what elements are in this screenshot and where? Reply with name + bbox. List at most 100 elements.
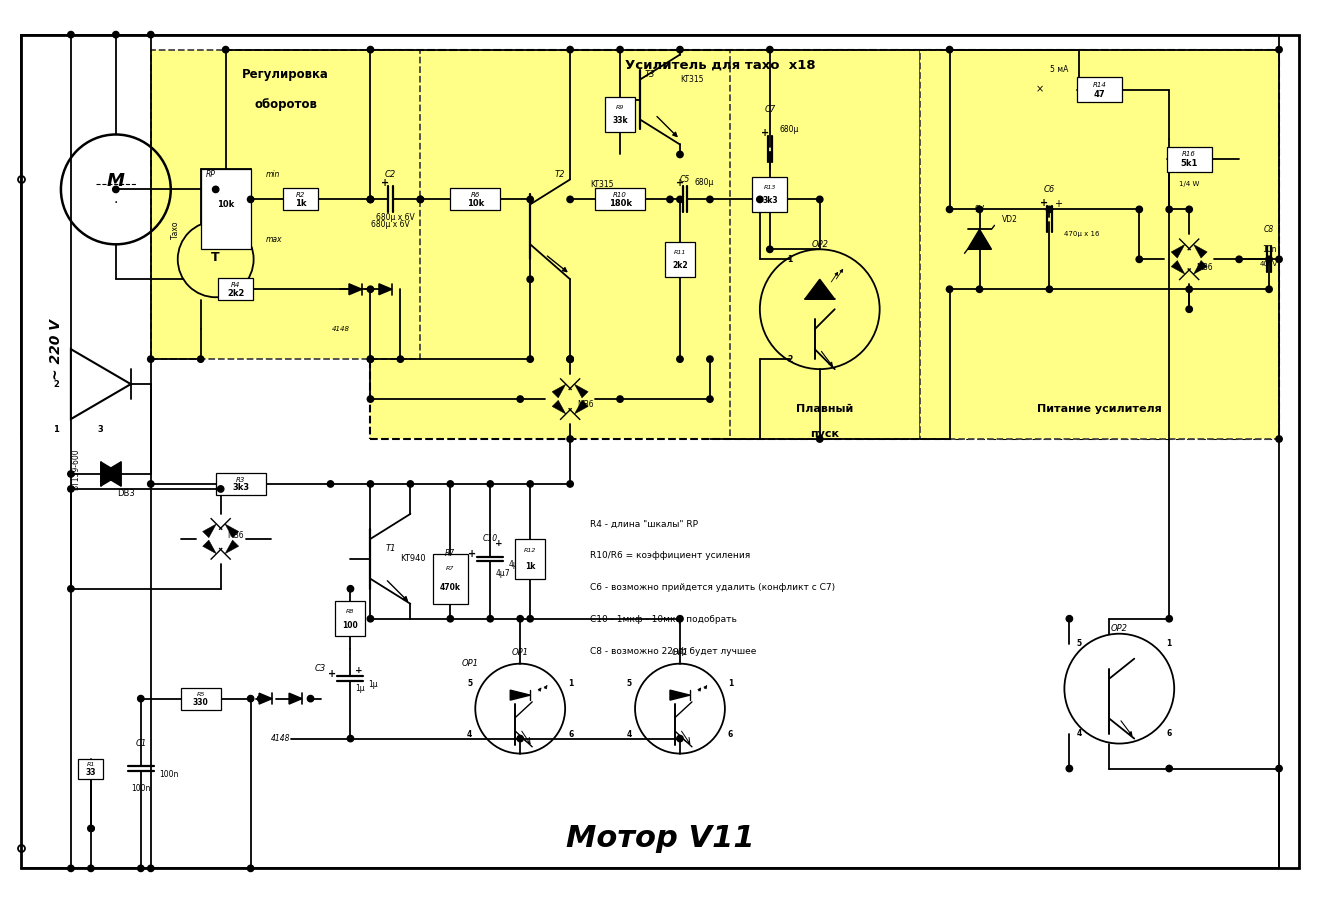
Text: оборотов: оборотов [255,98,317,111]
Text: R4 - длина "шкалы" RP: R4 - длина "шкалы" RP [590,519,698,528]
Circle shape [417,196,424,203]
Circle shape [198,356,203,363]
Circle shape [517,396,524,403]
Circle shape [568,356,573,363]
Text: KT315: KT315 [680,75,704,84]
Text: 180k: 180k [609,199,631,208]
Text: MB6: MB6 [1196,263,1213,272]
Text: +: + [381,178,389,188]
Text: 1/4 W: 1/4 W [1179,182,1200,187]
Text: 330: 330 [193,698,209,707]
Circle shape [1166,765,1172,772]
Text: 4: 4 [627,730,632,739]
FancyBboxPatch shape [433,554,467,604]
Polygon shape [348,284,362,295]
Text: 4148: 4148 [271,734,290,743]
Polygon shape [671,690,690,700]
Text: R14: R14 [1093,82,1106,87]
Circle shape [447,481,454,487]
Circle shape [767,246,774,253]
Text: 1: 1 [53,425,59,434]
Text: 470μ x 16: 470μ x 16 [1064,231,1100,237]
Text: 4: 4 [1077,729,1082,738]
Circle shape [1185,206,1192,213]
FancyBboxPatch shape [215,473,265,494]
Circle shape [487,481,494,487]
Circle shape [616,46,623,53]
Circle shape [527,196,533,203]
Text: T1: T1 [385,544,396,554]
Circle shape [677,356,684,363]
Polygon shape [968,229,991,249]
Circle shape [67,865,74,872]
Circle shape [148,32,154,38]
Text: Мотор V11: Мотор V11 [566,824,754,853]
FancyBboxPatch shape [665,242,694,276]
Text: 10n: 10n [1262,245,1276,254]
Polygon shape [552,400,566,414]
Circle shape [1185,306,1192,313]
Text: 1: 1 [787,255,792,264]
Text: +: + [355,666,363,675]
Text: С10 - 1мкф - 10мкф подобрать: С10 - 1мкф - 10мкф подобрать [590,615,737,624]
Circle shape [527,615,533,622]
Circle shape [517,615,524,622]
Circle shape [1047,286,1052,293]
Text: Усилитель для тахо  х18: Усилитель для тахо х18 [624,58,816,71]
Text: +: + [676,178,684,188]
Text: 470k: 470k [440,584,461,593]
Polygon shape [379,284,392,295]
Text: +: + [329,669,337,679]
Circle shape [367,196,374,203]
Circle shape [977,286,982,293]
Circle shape [367,615,374,622]
Circle shape [817,435,822,442]
Text: R12: R12 [524,548,536,554]
Circle shape [677,615,684,622]
FancyBboxPatch shape [450,188,500,210]
Circle shape [112,186,119,193]
Text: max: max [265,235,282,244]
Text: 1μ: 1μ [368,680,378,689]
Circle shape [148,865,154,872]
Text: R5: R5 [197,692,205,696]
Circle shape [677,46,684,53]
Text: R7: R7 [445,549,455,558]
Circle shape [677,735,684,742]
Text: BT139-600: BT139-600 [71,448,81,490]
Circle shape [67,485,74,492]
Text: R13: R13 [764,185,776,190]
Polygon shape [259,694,272,704]
FancyBboxPatch shape [150,50,420,359]
Circle shape [397,356,404,363]
Circle shape [817,196,822,203]
Circle shape [218,485,224,492]
Text: R7: R7 [446,566,454,572]
Circle shape [223,46,228,53]
Text: +: + [1055,199,1063,209]
Circle shape [1166,206,1172,213]
Polygon shape [289,694,302,704]
Text: 5k1: 5k1 [1180,159,1197,168]
Text: С6 - возможно прийдется удалить (конфликт с С7): С6 - возможно прийдется удалить (конфлик… [590,584,836,593]
Circle shape [568,481,573,487]
Circle shape [112,32,119,38]
Text: 3k3: 3k3 [232,484,249,493]
Circle shape [447,615,454,622]
Text: 680μ x 6V: 680μ x 6V [371,220,409,229]
Circle shape [367,396,374,403]
Text: T: T [211,251,220,264]
Text: +: + [469,549,477,559]
Text: 6: 6 [1167,729,1172,738]
Polygon shape [574,400,589,414]
Circle shape [1137,206,1143,213]
Circle shape [706,356,713,363]
Text: OP1: OP1 [462,659,479,668]
FancyBboxPatch shape [920,50,1279,439]
Circle shape [946,46,953,53]
FancyBboxPatch shape [201,169,251,249]
Text: R4: R4 [231,282,240,288]
Circle shape [347,735,354,742]
Circle shape [767,46,774,53]
Circle shape [87,865,94,872]
